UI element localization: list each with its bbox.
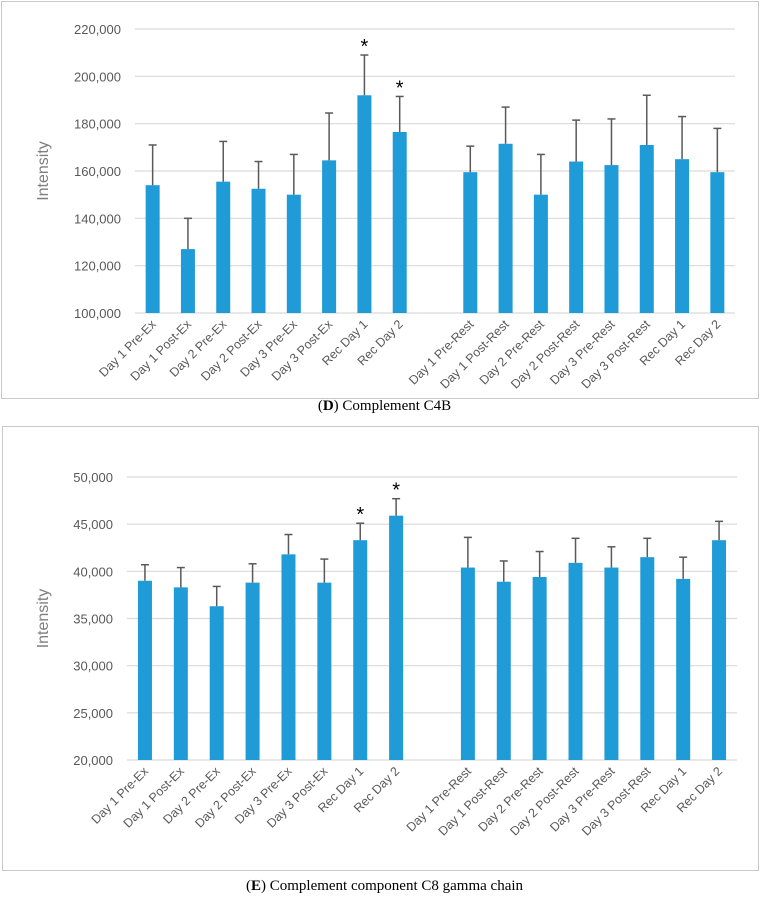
bar: [245, 582, 260, 760]
bar: [640, 557, 655, 760]
y-axis-label: Intensity: [35, 589, 52, 649]
bar: [145, 185, 160, 313]
bar: [712, 540, 727, 760]
y-tick-label: 20,000: [73, 753, 113, 768]
bar: [353, 540, 368, 760]
bar: [676, 578, 691, 760]
bar: [496, 581, 511, 760]
y-tick-label: 25,000: [73, 706, 113, 721]
caption-text: Complement component C8 gamma chain: [269, 878, 524, 894]
y-tick-label: 30,000: [73, 659, 113, 674]
bar: [498, 143, 513, 313]
caption-text: Complement C4B: [342, 398, 452, 414]
y-tick-label: 180,000: [74, 117, 121, 132]
bar: [460, 567, 475, 760]
bar: [604, 165, 619, 313]
bar: [317, 582, 332, 760]
caption-letter: E: [250, 878, 261, 894]
bar: [710, 172, 725, 313]
y-tick-label: 120,000: [74, 259, 121, 274]
bar: [568, 562, 583, 760]
bar: [532, 576, 547, 760]
bar: [209, 606, 224, 760]
y-tick-label: 100,000: [74, 306, 121, 321]
bar: [216, 181, 231, 313]
y-tick-label: 35,000: [73, 612, 113, 627]
y-tick-label: 40,000: [73, 564, 113, 579]
bar: [675, 159, 690, 313]
bar: [180, 249, 195, 313]
caption-letter: D: [322, 398, 334, 414]
y-tick-label: 45,000: [73, 517, 113, 532]
y-tick-label: 140,000: [74, 211, 121, 226]
bar: [389, 515, 404, 760]
bar: [392, 131, 407, 313]
y-tick-label: 160,000: [74, 164, 121, 179]
x-tick-label: Day 2 Post-Ex: [198, 317, 265, 384]
bar: [251, 188, 266, 313]
panel-e: [2, 426, 759, 871]
bar: [604, 567, 619, 760]
bar: [639, 144, 654, 313]
bar: [357, 95, 372, 314]
significance-marker: *: [396, 77, 404, 99]
y-tick-label: 220,000: [74, 22, 121, 37]
x-tick-label: Day 1 Post-Ex: [128, 317, 195, 384]
bar: [322, 160, 337, 313]
bar: [286, 194, 301, 313]
y-tick-label: 200,000: [74, 69, 121, 84]
caption-e: (E) Complement component C8 gamma chain: [245, 878, 524, 894]
bar: [173, 587, 188, 760]
caption-d: (D) Complement C4B: [317, 398, 452, 414]
bar: [281, 554, 296, 760]
bar: [463, 172, 478, 313]
significance-marker: *: [392, 480, 400, 502]
panel-d: [1, 1, 759, 399]
y-axis-label: Intensity: [35, 141, 52, 201]
bar: [569, 161, 584, 313]
significance-marker: *: [356, 504, 364, 526]
bar: [137, 580, 152, 760]
x-tick-label: Day 3 Post-Ex: [269, 317, 336, 384]
significance-marker: *: [361, 36, 369, 58]
bar: [533, 194, 548, 313]
y-tick-label: 50,000: [73, 470, 113, 485]
